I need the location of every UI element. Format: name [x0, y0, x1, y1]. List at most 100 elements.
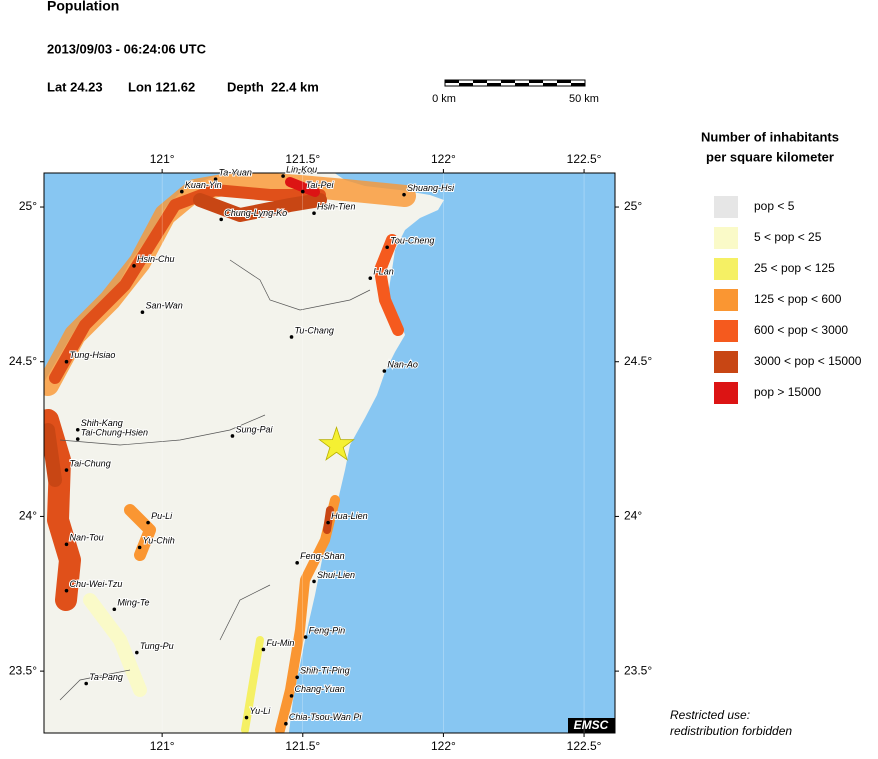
city-label: Lin-Kou	[286, 164, 317, 174]
city-dot	[295, 675, 299, 680]
y-tick-label: 23.5°	[624, 663, 652, 677]
legend-label: 25 < pop < 125	[754, 261, 835, 275]
city-label: Chang-Yuan	[295, 684, 345, 694]
city-dot	[281, 174, 285, 178]
city-label: Sung-Pai	[235, 424, 273, 434]
city-dot	[312, 579, 316, 584]
city-dot	[75, 427, 80, 432]
city-label: Ta-Pang	[89, 672, 123, 682]
y-tick-label: 25°	[19, 199, 37, 213]
city-label: Shih-Ti-Ping	[300, 666, 349, 676]
y-tick-label: 25°	[624, 199, 642, 213]
x-tick-label: 121.5°	[285, 739, 320, 753]
legend-title: per square kilometer	[706, 149, 834, 164]
city-dot	[326, 520, 330, 525]
legend: pop < 5 5 < pop < 25 25 < pop < 125 125 < p…	[714, 196, 862, 404]
city-dot	[137, 545, 142, 550]
title: Population	[47, 0, 119, 14]
city-dot	[244, 715, 249, 720]
city-dot	[146, 520, 150, 525]
x-tick-label: 122.5°	[567, 152, 602, 166]
legend-label: 5 < pop < 25	[754, 230, 822, 244]
city-dot	[261, 647, 266, 652]
city-dot	[219, 217, 224, 222]
y-tick-label: 24°	[624, 509, 642, 523]
city-label: I-Lan	[373, 267, 394, 277]
city-dot	[135, 650, 139, 655]
city-dot	[64, 542, 69, 547]
city-dot	[112, 607, 117, 612]
x-tick-label: 122°	[431, 739, 456, 753]
city-dot	[64, 468, 69, 472]
y-tick-label: 23.5°	[9, 663, 37, 677]
city-dot	[312, 211, 316, 216]
city-label: Yu-Li	[250, 706, 272, 716]
legend-swatch	[714, 289, 738, 311]
city-label: Fu-Min	[266, 638, 294, 648]
rivers	[59, 259, 371, 701]
city-label: Kuan-Yin	[185, 180, 222, 190]
city-dot	[230, 434, 235, 438]
city-dot	[284, 721, 288, 726]
legend-swatch	[714, 382, 738, 404]
x-tick-label: 121°	[150, 152, 175, 166]
x-tick-label: 121°	[150, 739, 175, 753]
city-label: Tai-Pei	[306, 180, 335, 190]
city-label: Tung-Hsiao	[70, 350, 116, 360]
city-label: Yu-Chih	[143, 536, 175, 546]
lat: Lat 24.23	[47, 79, 103, 94]
city-label: Shuang-Hsi	[407, 183, 455, 193]
legend-swatch	[714, 227, 738, 249]
city-dot	[402, 192, 406, 197]
legend-title: Number of inhabitants	[701, 129, 839, 144]
city-label: San-Wan	[145, 301, 182, 311]
scale-start: 0 km	[432, 93, 456, 105]
city-label: Hua-Lien	[331, 511, 368, 521]
city-label: Tu-Chang	[295, 325, 334, 335]
city-dot	[289, 694, 294, 698]
city-label: Ta-Yuan	[219, 168, 252, 178]
city-label: Hsin-Chu	[137, 254, 175, 264]
footer: Restricted use:	[670, 708, 750, 722]
city-label: Shui-Lien	[317, 570, 355, 580]
x-tick-label: 122°	[431, 152, 456, 166]
city-dot	[368, 276, 373, 280]
city-label: Feng-Shan	[300, 551, 345, 561]
city-dot	[64, 359, 69, 364]
legend-swatch	[714, 351, 738, 373]
city-dot	[64, 588, 69, 593]
city-dot	[180, 189, 184, 194]
city-dot	[295, 561, 299, 565]
city-label: Tai-Chung-Hsien	[81, 427, 148, 437]
city-dot	[140, 310, 145, 315]
city-label: Hsin-Tien	[317, 202, 355, 212]
footer: redistribution forbidden	[670, 724, 792, 738]
scale-end: 50 km	[569, 93, 599, 105]
scale-bar	[444, 79, 586, 87]
city-dot	[75, 437, 80, 441]
city-label: Chu-Wei-Tzu	[70, 579, 123, 589]
city-dot	[382, 369, 387, 373]
city-dot	[289, 335, 294, 339]
x-tick-label: 121.5°	[285, 152, 320, 166]
y-tick-label: 24.5°	[624, 354, 652, 368]
city-label: Feng-Pin	[309, 625, 346, 635]
population-density	[44, 173, 416, 733]
x-tick-label: 122.5°	[567, 739, 602, 753]
city-label: Tung-Pu	[140, 641, 174, 651]
legend-label: 600 < pop < 3000	[754, 323, 848, 337]
y-tick-label: 24°	[19, 509, 37, 523]
legend-swatch	[714, 320, 738, 342]
map-overlay: 121° 121° 121.5° 121.5° 122° 122° 122.5° 122.5°…	[9, 152, 653, 753]
badge: EMSC	[574, 718, 609, 732]
legend-label: 3000 < pop < 15000	[754, 354, 862, 368]
legend-label: pop < 5	[754, 199, 795, 213]
legend-swatch	[714, 196, 738, 218]
legend-label: 125 < pop < 600	[754, 292, 842, 306]
lon: Lon 121.62	[128, 79, 195, 94]
city-label: Ming-Te	[117, 598, 149, 608]
y-tick-label: 24.5°	[9, 354, 37, 368]
city-dot	[132, 264, 136, 268]
city-dot	[303, 635, 308, 639]
